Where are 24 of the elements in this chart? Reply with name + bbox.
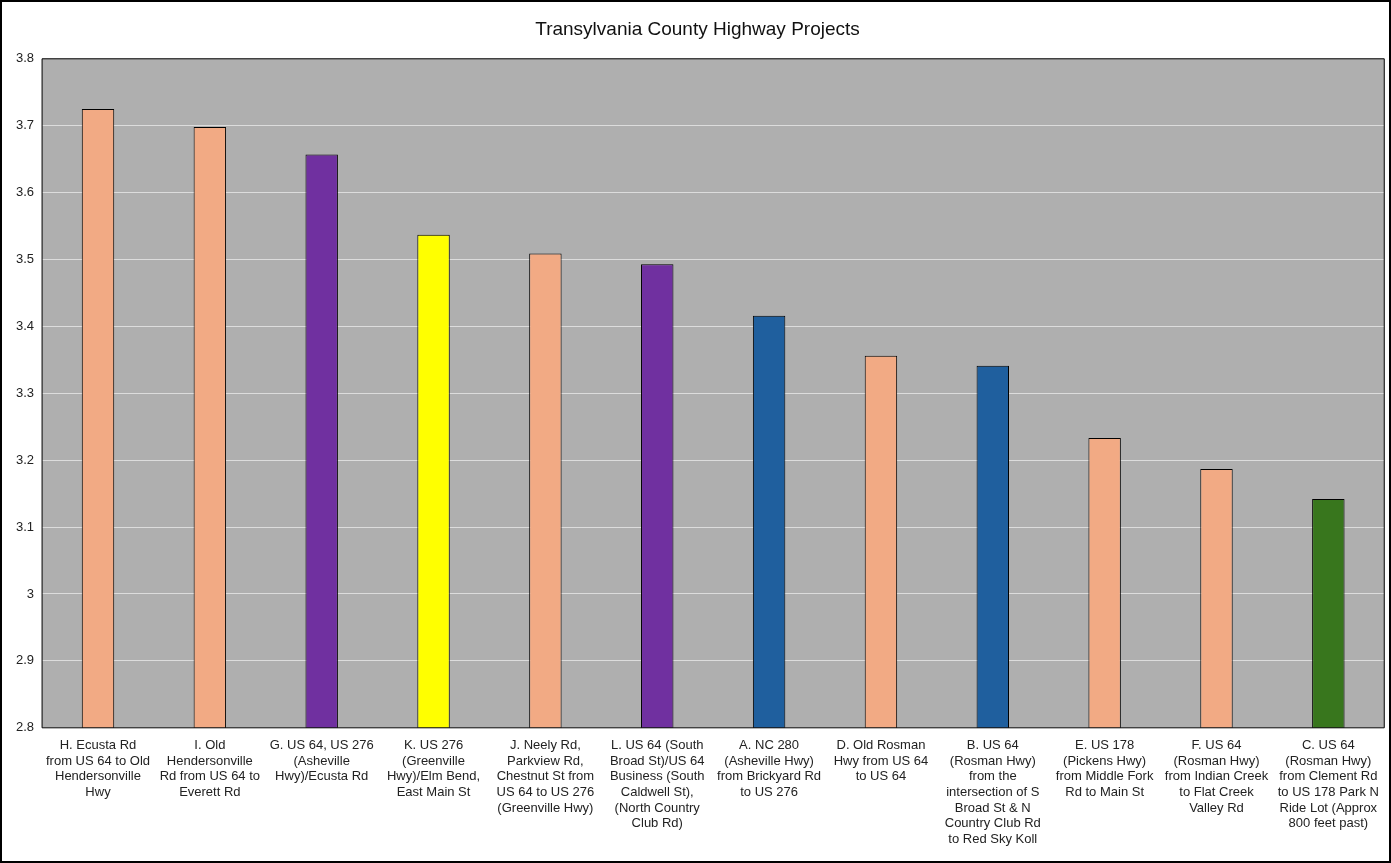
y-tick-label: 2.9 <box>15 652 35 668</box>
x-tick-label: K. US 276 (Greenville Hwy)/Elm Bend, East Main St <box>386 737 481 799</box>
y-tick-label: 3.4 <box>15 317 35 333</box>
x-tick-label: B. US 64 (Rosman Hwy) from the intersection of S Broad St & N Country Club Rd to Red Sky Koll <box>944 737 1041 846</box>
y-tick-label: 3.8 <box>15 50 35 66</box>
x-tick-label: I. Old Hendersonville Rd from US 64 to Everett Rd <box>159 737 261 799</box>
chart-title: Transylvania County Highway Projects <box>535 17 860 39</box>
x-tick-label: G. US 64, US 276 (Asheville Hwy)/Ecusta Rd <box>269 737 374 784</box>
y-tick-label: 3.5 <box>15 251 35 267</box>
y-tick-label: 3.3 <box>15 384 35 400</box>
y-tick-label: 3.2 <box>15 451 35 467</box>
y-tick-label: 3.6 <box>15 184 35 200</box>
x-tick-label: F. US 64 (Rosman Hwy) from Indian Creek to Flat Creek Valley Rd <box>1164 737 1269 815</box>
x-tick-label: H. Ecusta Rd from US 64 to Old Hendersonville Hwy <box>45 737 151 799</box>
x-tick-label: L. US 64 (South Broad St)/US 64 Business (South Caldwell St), (North Country Club Rd) <box>609 737 705 831</box>
y-tick-label: 3.1 <box>15 518 35 534</box>
y-tick-label: 2.8 <box>15 719 35 735</box>
x-tick-label: C. US 64 (Rosman Hwy) from Clement Rd to US 178 Park N Ride Lot (Approx 800 feet past) <box>1277 737 1379 831</box>
x-tick-label: A. NC 280 (Asheville Hwy) from Brickyard Rd to US 276 <box>717 737 822 799</box>
y-tick-label: 3.7 <box>15 117 35 133</box>
x-tick-label: J. Neely Rd, Parkview Rd, Chestnut St from US 64 to US 276 (Greenville Hwy) <box>496 737 595 815</box>
y-tick-label: 3 <box>26 585 35 601</box>
x-tick-label: D. Old Rosman Hwy from US 64 to US 64 <box>833 737 929 784</box>
x-tick-label: E. US 178 (Pickens Hwy) from Middle Fork Rd to Main St <box>1055 737 1154 799</box>
